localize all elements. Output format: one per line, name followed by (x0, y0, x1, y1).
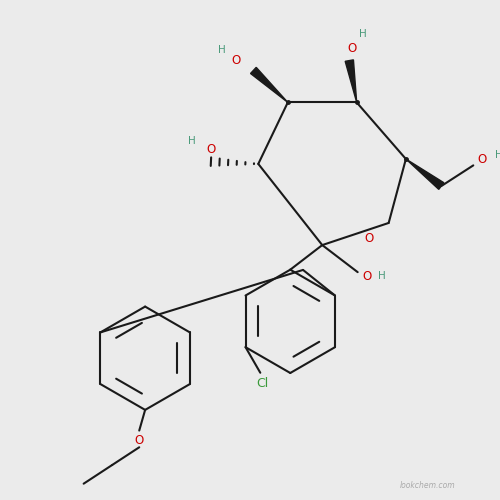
Text: O: O (134, 434, 144, 447)
Text: lookchem.com: lookchem.com (400, 480, 456, 490)
Polygon shape (406, 159, 444, 190)
Text: O: O (347, 42, 356, 55)
Text: Cl: Cl (256, 377, 269, 390)
Text: H: H (188, 136, 196, 146)
Text: H: H (495, 150, 500, 160)
Text: H: H (359, 28, 367, 38)
Text: O: O (232, 54, 241, 67)
Text: O: O (478, 153, 487, 166)
Polygon shape (250, 68, 288, 102)
Text: H: H (378, 271, 386, 281)
Text: O: O (364, 232, 374, 245)
Text: O: O (206, 142, 215, 156)
Polygon shape (345, 60, 356, 102)
Text: O: O (362, 270, 371, 282)
Text: H: H (218, 45, 226, 55)
